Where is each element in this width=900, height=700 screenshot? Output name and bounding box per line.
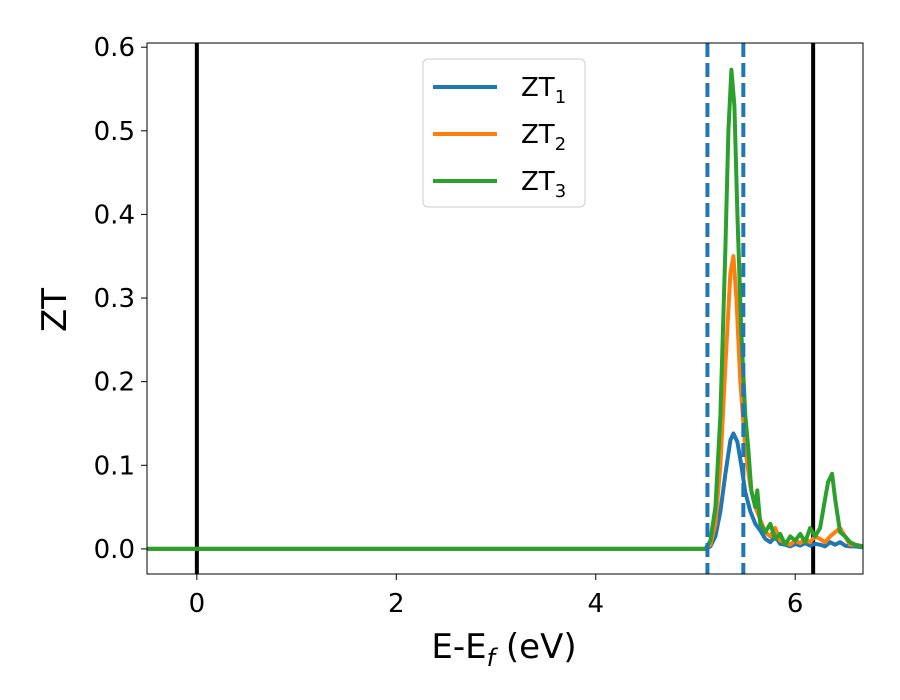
- series-line-2: [147, 254, 863, 551]
- y-axis-title: ZT: [35, 288, 75, 332]
- y-tick-label: 0.1: [94, 451, 135, 481]
- legend-box: [422, 58, 586, 208]
- y-tick-label: 0.4: [94, 200, 135, 230]
- legend-label-1: ZT1: [521, 73, 566, 108]
- x-axis-title-main: E-E: [431, 627, 486, 667]
- legend-label-3: ZT3: [521, 167, 566, 202]
- y-tick-label: 0.0: [94, 535, 135, 565]
- y-tick-label: 0.3: [94, 284, 135, 314]
- y-tick-label: 0.6: [94, 33, 135, 63]
- x-tick-label: 6: [787, 589, 804, 619]
- y-tick-label: 0.2: [94, 368, 135, 398]
- plot-area: [147, 43, 863, 574]
- x-tick-label: 4: [587, 589, 604, 619]
- plot-layer: [147, 43, 863, 574]
- axes-frame: [146, 42, 864, 575]
- axes-layer: 0 2 4 6 0.0 0.1 0.2 0.3 0.4 0.5 0.6: [94, 33, 864, 619]
- x-axis-title-unit: (eV): [495, 627, 577, 667]
- y-tick-label: 0.5: [94, 117, 135, 147]
- x-tick-label: 0: [189, 589, 206, 619]
- legend: ZT1 ZT2 ZT3: [422, 58, 586, 208]
- x-axis-title: E-Ef (eV): [431, 627, 576, 672]
- legend-label-2: ZT2: [521, 120, 566, 155]
- x-tick-label: 2: [388, 589, 405, 619]
- series-line-3: [147, 67, 863, 551]
